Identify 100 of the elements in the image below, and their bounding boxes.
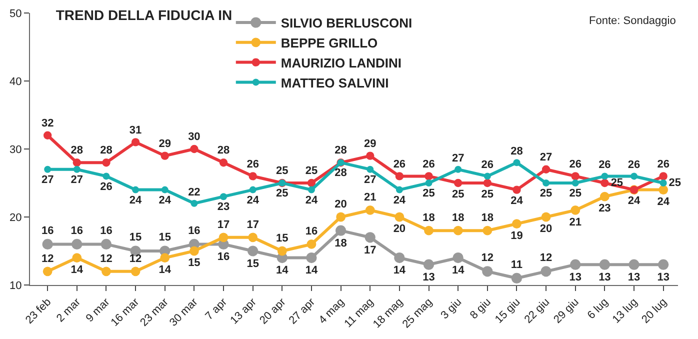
point [542, 165, 550, 174]
point [43, 131, 52, 140]
point [658, 259, 669, 270]
point [248, 232, 258, 242]
data-label: 24 [510, 195, 524, 208]
point [541, 212, 551, 222]
data-label: 21 [569, 216, 582, 228]
point [218, 232, 228, 242]
point [658, 185, 668, 194]
data-label: 17 [364, 244, 376, 256]
data-label: 25 [481, 188, 494, 200]
data-label: 15 [276, 232, 288, 244]
data-label: 23 [217, 201, 230, 214]
x-tick-label: 6 lug [585, 296, 611, 322]
data-label: 32 [41, 118, 54, 130]
data-label: 16 [41, 224, 54, 237]
data-label: 26 [422, 158, 435, 170]
point [540, 266, 552, 277]
data-label: 23 [598, 202, 611, 215]
data-label: 25 [452, 188, 464, 200]
data-label: 28 [334, 167, 347, 180]
data-label: 16 [188, 224, 200, 237]
data-label: 12 [540, 252, 552, 264]
data-label: 25 [422, 188, 435, 200]
data-label: 18 [452, 212, 464, 224]
y-tick-label: 50 [10, 8, 22, 20]
data-label: 26 [598, 159, 611, 172]
data-label: 26 [628, 159, 640, 172]
point [277, 246, 287, 256]
point [600, 192, 610, 202]
point [511, 272, 522, 284]
data-label: 28 [217, 144, 230, 157]
data-label: 28 [70, 144, 84, 157]
y-tick-label: 30 [10, 144, 22, 156]
data-label: 14 [70, 264, 84, 276]
data-label: 25 [305, 165, 318, 178]
point [130, 266, 140, 276]
chart-title: TREND DELLA FIDUCIA IN [56, 6, 232, 23]
data-label: 25 [668, 176, 681, 189]
point [572, 180, 579, 186]
point [102, 172, 110, 180]
point [308, 186, 315, 194]
x-tick-label: 23 feb [23, 296, 54, 326]
point [394, 252, 405, 264]
data-label: 24 [628, 195, 642, 208]
x-tick-label: 3 giu [438, 296, 464, 322]
data-label: 15 [129, 232, 142, 244]
data-label: 26 [246, 158, 259, 170]
point [42, 238, 53, 250]
data-label: 17 [246, 218, 259, 231]
point [452, 252, 464, 264]
point [72, 238, 82, 250]
x-tick-label: 15 giu [493, 296, 523, 326]
data-label: 13 [628, 271, 640, 284]
point [190, 246, 199, 256]
point [190, 200, 198, 207]
point [513, 159, 520, 166]
data-label: 16 [305, 226, 318, 238]
point [454, 178, 462, 188]
x-tick-label: 8 giu [468, 296, 494, 322]
data-label: 14 [452, 264, 466, 277]
x-tick-label: 29 giu [552, 296, 582, 326]
point [630, 172, 638, 180]
point [453, 226, 463, 236]
data-label: 25 [276, 188, 288, 200]
data-label: 12 [100, 252, 112, 265]
point [190, 144, 198, 154]
point [394, 212, 404, 222]
point [132, 186, 140, 194]
data-label: 12 [41, 252, 54, 265]
data-label: 13 [598, 271, 611, 284]
annotation: Fonte: Sondaggio [589, 15, 676, 27]
point [395, 172, 404, 180]
data-label: 26 [569, 158, 582, 170]
data-label: 11 [510, 258, 523, 271]
data-label: 14 [393, 264, 406, 277]
data-label: 25 [540, 188, 552, 200]
point [570, 206, 580, 215]
legend-label: SILVIO BERLUSCONI [280, 16, 412, 31]
point [512, 219, 522, 228]
data-label: 15 [246, 258, 259, 270]
point [628, 259, 640, 270]
data-label: 19 [510, 230, 523, 242]
data-label: 14 [305, 264, 318, 277]
point [306, 240, 316, 249]
point [424, 226, 434, 236]
data-label: 28 [334, 144, 347, 157]
y-tick-label: 40 [10, 76, 22, 88]
data-label: 12 [129, 252, 142, 265]
point [306, 252, 317, 264]
data-label: 29 [158, 138, 172, 150]
data-label: 26 [100, 180, 112, 193]
data-label: 16 [70, 224, 84, 237]
data-label: 24 [246, 194, 260, 206]
legend-label: MATTEO SALVINI [280, 75, 389, 90]
data-label: 26 [657, 158, 670, 170]
x-tick-label: 22 giu [522, 296, 552, 326]
point [161, 186, 168, 194]
data-label: 16 [100, 224, 112, 237]
point [482, 226, 492, 236]
